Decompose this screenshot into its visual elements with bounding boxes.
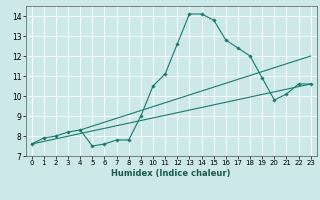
X-axis label: Humidex (Indice chaleur): Humidex (Indice chaleur): [111, 169, 231, 178]
